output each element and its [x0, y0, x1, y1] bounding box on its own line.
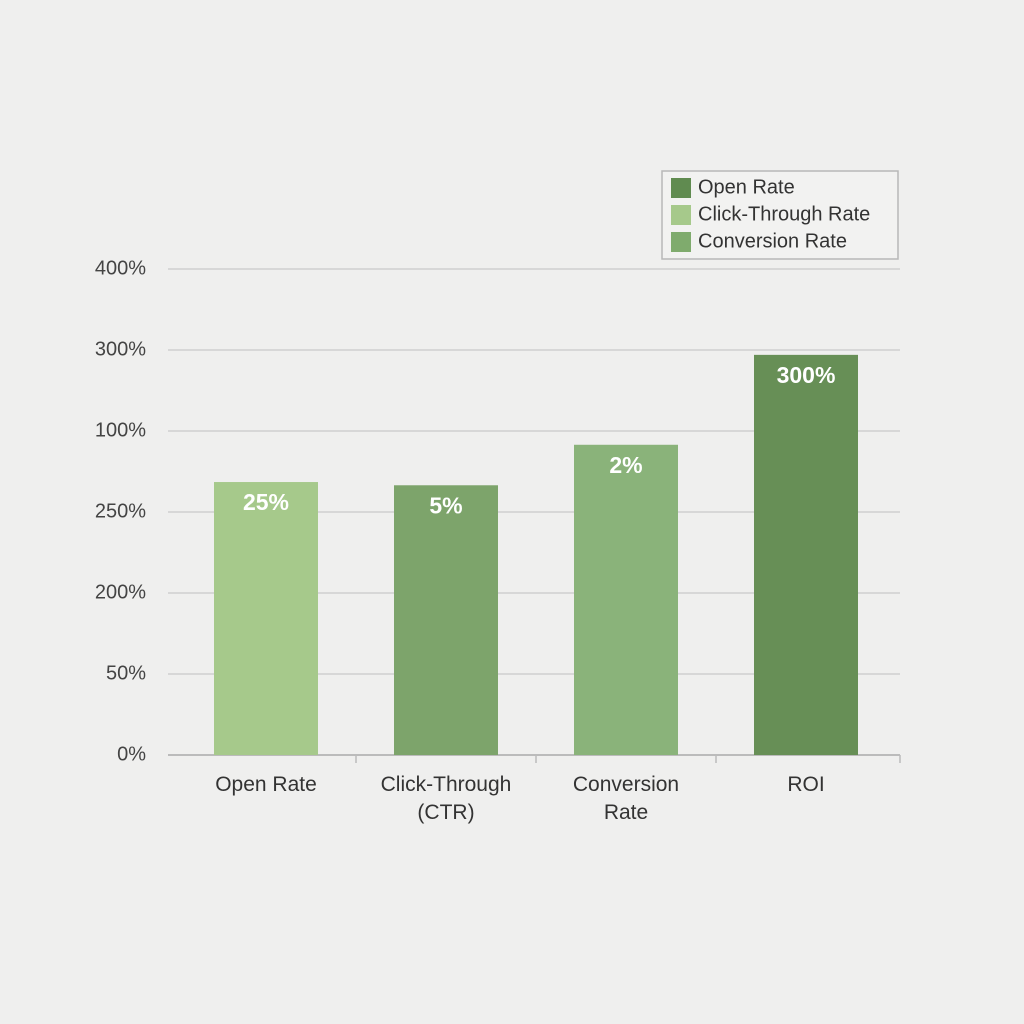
x-tick-label: Open Rate — [215, 773, 317, 796]
legend-label: Open Rate — [698, 176, 795, 198]
y-tick-label: 400% — [95, 257, 146, 279]
legend-box — [661, 170, 899, 260]
x-tick-label: Click-Through (CTR) — [380, 773, 512, 824]
bar-label: 25% — [243, 489, 289, 515]
legend-swatch — [671, 205, 691, 225]
bar — [394, 485, 498, 755]
bar — [754, 354, 858, 755]
bar — [574, 444, 678, 755]
x-tick-label: ROI — [787, 773, 825, 796]
y-tick-label: 100% — [95, 419, 146, 441]
y-tick-label: 200% — [95, 581, 146, 603]
legend-swatch — [671, 232, 691, 252]
legend-label: Conversion Rate — [698, 230, 847, 252]
bar — [214, 482, 318, 755]
bar-label: 5% — [429, 492, 462, 518]
y-tick-label: 50% — [106, 662, 146, 684]
legend-swatch — [671, 178, 691, 198]
y-tick-label: 250% — [95, 500, 146, 522]
y-tick-label: 300% — [95, 338, 146, 360]
y-tick-label: 0% — [117, 743, 146, 765]
x-tick-label: Conversion Rate — [572, 773, 680, 824]
legend-label: Click-Through Rate — [698, 203, 870, 225]
bar-label: 300% — [777, 362, 836, 388]
bar-label: 2% — [609, 452, 642, 478]
